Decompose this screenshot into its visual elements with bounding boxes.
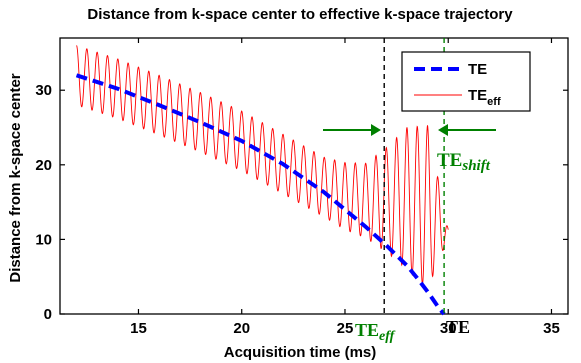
te-eff-sub: eff	[379, 329, 396, 344]
te-eff-main: TE	[355, 320, 379, 340]
x-tick-label: 20	[233, 320, 250, 337]
legend-label-te-eff-sub: eff	[487, 96, 501, 108]
x-tick-label: 25	[337, 320, 354, 337]
te-shift-sub: shift	[461, 158, 490, 174]
legend-box	[401, 51, 531, 112]
arrow-right-head	[371, 124, 381, 136]
te-eff-label: TEeff	[355, 320, 396, 344]
series-te-line	[75, 73, 446, 316]
x-tick-label: 15	[130, 320, 147, 337]
y-tick-label: 10	[35, 231, 52, 248]
y-tick-label: 0	[44, 306, 52, 323]
x-axis-label: Acquisition time (ms)	[224, 344, 377, 361]
series-layer	[75, 45, 449, 316]
legend: TE TEeff	[401, 51, 531, 112]
x-tick-label: 30	[440, 320, 457, 337]
x-tick-label: 35	[543, 320, 560, 337]
te-label: TE	[446, 317, 470, 337]
te-shift-label: TEshift	[437, 150, 491, 174]
arrow-right-group	[438, 124, 496, 136]
legend-label-te-eff: TEeff	[468, 87, 501, 108]
y-tick-label: 20	[35, 157, 52, 174]
legend-label-te: TE	[468, 61, 487, 78]
plot-frame	[59, 37, 569, 315]
legend-label-te-eff-main: TE	[468, 87, 487, 104]
y-tick-label: 30	[35, 82, 52, 99]
arrow-left-group	[323, 124, 381, 136]
y-axis-label: Distance from k-space center	[7, 73, 24, 282]
ticks-layer: 15 20 25 30 35 0 10 20 30	[35, 38, 568, 337]
plot-area: 15 20 25 30 35 0 10 20 30	[35, 37, 569, 337]
series-te-eff-line	[76, 45, 449, 287]
chart-title: Distance from k-space center to effectiv…	[87, 6, 513, 23]
te-shift-main: TE	[437, 150, 462, 171]
arrow-left-head	[438, 124, 448, 136]
